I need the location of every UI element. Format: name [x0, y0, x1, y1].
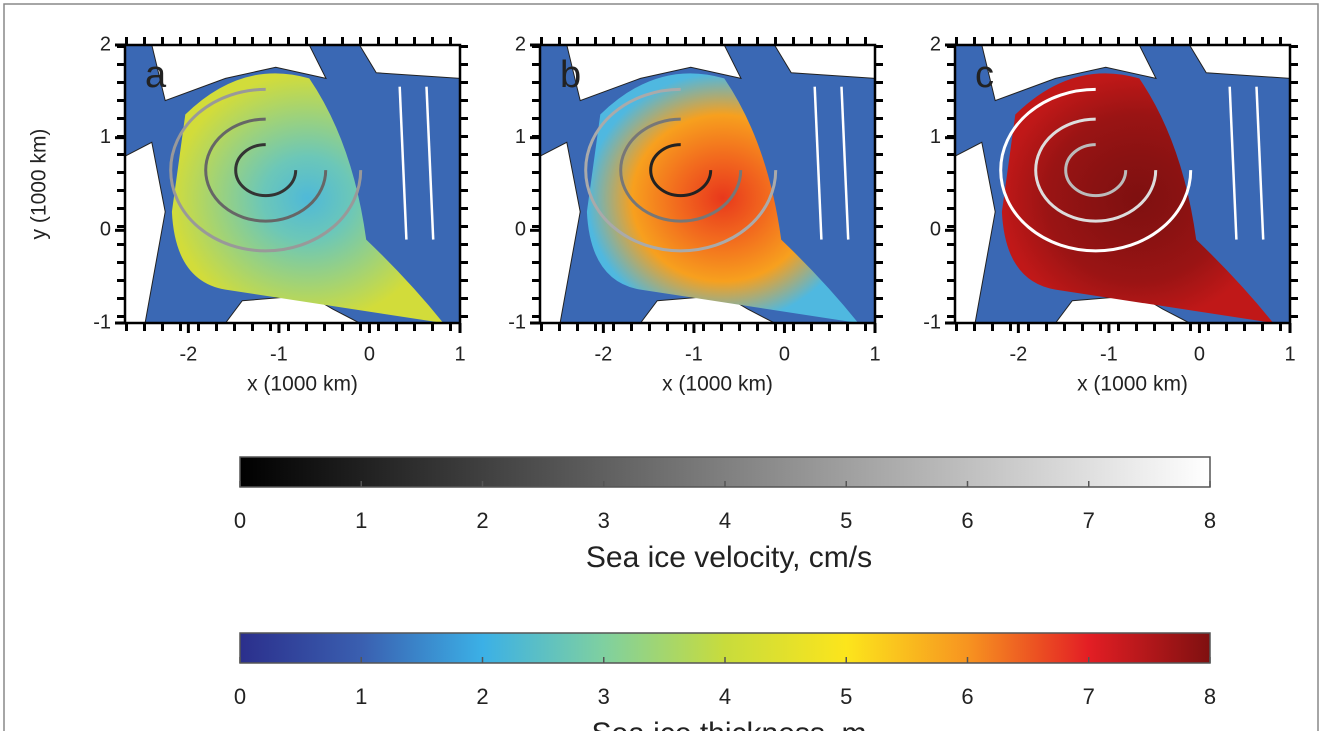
drift-arrow — [1034, 117, 1158, 223]
x-axis-label: x (1000 km) — [1077, 373, 1188, 396]
drift-arrow — [999, 87, 1193, 253]
x-tick-label: -2 — [179, 343, 197, 365]
y-tick-label: 0 — [515, 219, 526, 241]
y-tick-label: 2 — [515, 33, 526, 55]
land — [981, 45, 1157, 102]
x-tick-label: 0 — [364, 343, 375, 365]
drift-arrow — [619, 117, 743, 223]
colorbar-tick-label: 4 — [719, 508, 731, 533]
land — [125, 141, 166, 323]
axes-frame — [123, 43, 462, 325]
colorbar-tick-label: 3 — [598, 684, 610, 709]
panel-label: b — [560, 54, 581, 96]
drift-arrow — [398, 86, 408, 240]
drift-arrow — [649, 143, 713, 198]
colorbar-label: Sea ice thickness, m — [591, 717, 866, 731]
x-tick-label: -1 — [270, 343, 288, 365]
land — [358, 45, 460, 79]
axes-frame — [538, 43, 877, 325]
colorbar-tick-label: 8 — [1204, 684, 1216, 709]
colorbar-tick-label: 6 — [961, 684, 973, 709]
colorbar-tick-label: 6 — [961, 508, 973, 533]
drift-arrow — [1064, 143, 1128, 198]
colorbar-tick-label: 0 — [234, 508, 246, 533]
colorbar-tick-label: 7 — [1083, 684, 1095, 709]
colorbar-tick-label: 3 — [598, 508, 610, 533]
land — [955, 141, 996, 323]
x-axis-label: x (1000 km) — [247, 373, 358, 396]
x-tick-label: -2 — [594, 343, 612, 365]
axes-frame — [953, 43, 1292, 325]
colorbar-tick-label: 0 — [234, 684, 246, 709]
colorbar-tick-label: 1 — [355, 508, 367, 533]
figure-border — [3, 3, 1319, 736]
colorbar-tick-label: 2 — [476, 508, 488, 533]
y-tick-label: -1 — [93, 311, 111, 333]
land — [151, 45, 327, 102]
x-tick-label: -1 — [685, 343, 703, 365]
colorbar-tick-label: 7 — [1083, 508, 1095, 533]
x-tick-label: 1 — [454, 343, 465, 365]
colorbar-tick-label: 8 — [1204, 508, 1216, 533]
y-tick-label: 1 — [930, 126, 941, 148]
land — [540, 141, 581, 323]
y-tick-label: 2 — [100, 33, 111, 55]
land — [1188, 45, 1290, 79]
drift-arrow — [813, 86, 823, 240]
y-tick-label: 1 — [515, 126, 526, 148]
drift-arrow — [584, 87, 778, 253]
drift-arrow — [169, 87, 363, 253]
land — [566, 45, 742, 102]
drift-arrow — [234, 143, 298, 198]
ice-field — [586, 73, 859, 323]
y-tick-label: 2 — [930, 33, 941, 55]
x-tick-label: 0 — [779, 343, 790, 365]
y-tick-label: -1 — [923, 311, 941, 333]
land — [773, 45, 875, 79]
ice-field — [1001, 73, 1274, 323]
y-axis-label: y (1000 km) — [28, 129, 51, 240]
colorbar-tick-label: 1 — [355, 684, 367, 709]
map-area — [540, 45, 875, 323]
x-tick-label: -1 — [1100, 343, 1118, 365]
drift-arrow — [1228, 86, 1238, 240]
colorbar-tick-label: 4 — [719, 684, 731, 709]
drift-arrow — [840, 86, 850, 240]
colorbar-tick-label: 5 — [840, 684, 852, 709]
x-tick-label: -2 — [1009, 343, 1027, 365]
y-tick-label: -1 — [508, 311, 526, 333]
drift-arrow — [1255, 86, 1265, 240]
x-tick-label: 1 — [1284, 343, 1295, 365]
y-tick-label: 1 — [100, 126, 111, 148]
x-tick-label: 1 — [869, 343, 880, 365]
panel-label: a — [145, 54, 167, 96]
x-axis-label: x (1000 km) — [662, 373, 773, 396]
colorbar-label: Sea ice velocity, cm/s — [586, 541, 872, 574]
y-tick-label: 0 — [930, 219, 941, 241]
ice-field — [171, 73, 444, 323]
drift-arrow — [425, 86, 435, 240]
panel-label: c — [975, 54, 994, 96]
colorbar-tick-label: 5 — [840, 508, 852, 533]
colorbar-tick-label: 2 — [476, 684, 488, 709]
map-area — [125, 45, 460, 323]
x-tick-label: 0 — [1194, 343, 1205, 365]
y-tick-label: 0 — [100, 219, 111, 241]
map-area — [955, 45, 1290, 323]
drift-arrow — [204, 117, 328, 223]
